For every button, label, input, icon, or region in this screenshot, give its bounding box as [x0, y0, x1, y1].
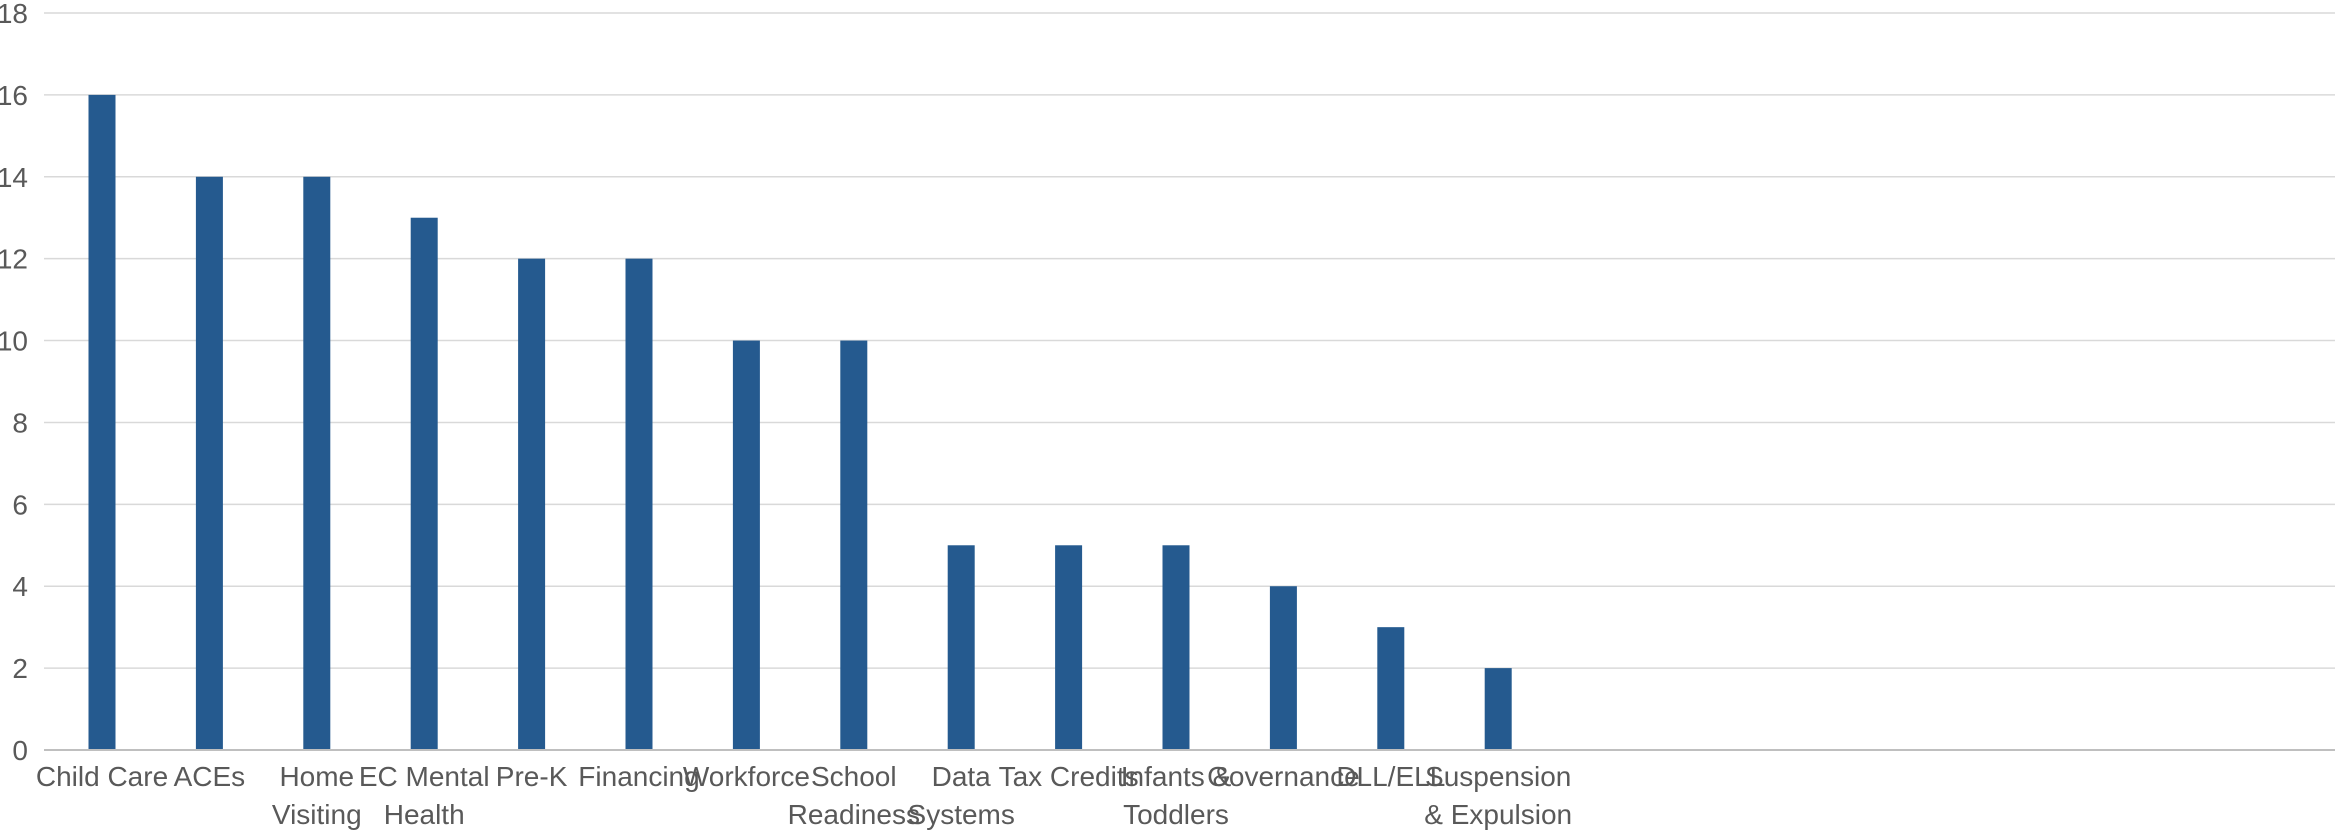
y-tick-label: 16 [0, 80, 28, 111]
y-tick-label: 4 [12, 571, 28, 602]
x-category-label: DLL/ELL [1336, 761, 1445, 792]
x-category-label-line: Governance [1207, 761, 1360, 792]
x-category-label-line: & Expulsion [1424, 799, 1572, 830]
x-category-label: ACEs [174, 761, 246, 792]
x-category-label-line: DLL/ELL [1336, 761, 1445, 792]
y-tick-label: 10 [0, 326, 28, 357]
x-category-label-line: Data [932, 761, 992, 792]
x-category-label-line: Pre-K [496, 761, 568, 792]
bar [1269, 586, 1297, 750]
y-tick-label: 0 [12, 735, 28, 766]
x-category-label-line: School [811, 761, 897, 792]
y-tick-label: 14 [0, 162, 28, 193]
x-category-label-line: Workforce [683, 761, 810, 792]
x-category-label: Home Visiting [272, 761, 362, 830]
x-category-label-line: Child Care [36, 761, 168, 792]
x-category-label-line: Health [384, 799, 465, 830]
x-category-label: Suspension & Expulsion [1424, 761, 1572, 830]
bar [195, 176, 223, 750]
bar [947, 545, 975, 750]
bars [88, 94, 1512, 750]
x-category-label-line: Home [279, 761, 354, 792]
bar [1055, 545, 1083, 750]
x-category-label: Tax Credits [999, 761, 1139, 792]
x-category-label-line: ACEs [174, 761, 246, 792]
x-category-label: Data Systems [908, 761, 1015, 830]
bar [410, 217, 438, 750]
x-category-label: Infants & Toddlers [1121, 761, 1232, 830]
x-category-label-line: Suspension [1425, 761, 1571, 792]
y-tick-label: 8 [12, 407, 28, 438]
bar [303, 176, 331, 750]
x-category-label-line: Systems [908, 799, 1015, 830]
y-axis-ticks: 0 2 4 6 8 10 12 14 16 18 [0, 0, 28, 766]
bar [88, 94, 116, 750]
x-category-label: Governance [1207, 761, 1360, 792]
bar [1484, 668, 1512, 750]
x-category-label: Child Care [36, 761, 168, 792]
x-category-label-line: EC Mental [359, 761, 490, 792]
x-category-label-line: Toddlers [1123, 799, 1229, 830]
x-axis-categories: Child Care ACEs Home Visiting EC Mental Healt… [36, 761, 1572, 830]
bar [1162, 545, 1190, 750]
x-category-label: EC Mental Health [359, 761, 490, 830]
bar [518, 258, 546, 750]
bar [732, 340, 760, 750]
bar [625, 258, 653, 750]
x-category-label-line: Visiting [272, 799, 362, 830]
x-category-label-line: Tax Credits [999, 761, 1139, 792]
x-category-label-line: Infants & [1121, 761, 1232, 792]
bar [1377, 627, 1405, 750]
y-tick-label: 6 [12, 489, 28, 520]
y-tick-label: 12 [0, 244, 28, 275]
x-category-label: Pre-K [496, 761, 568, 792]
bar [840, 340, 868, 750]
x-category-label: Workforce [683, 761, 810, 792]
x-category-label-line: Financing [578, 761, 699, 792]
x-category-label: Financing [578, 761, 699, 792]
x-category-label-line: Readiness [788, 799, 920, 830]
x-category-label: School Readiness [788, 761, 920, 830]
y-tick-label: 2 [12, 653, 28, 684]
y-tick-label: 18 [0, 0, 28, 29]
